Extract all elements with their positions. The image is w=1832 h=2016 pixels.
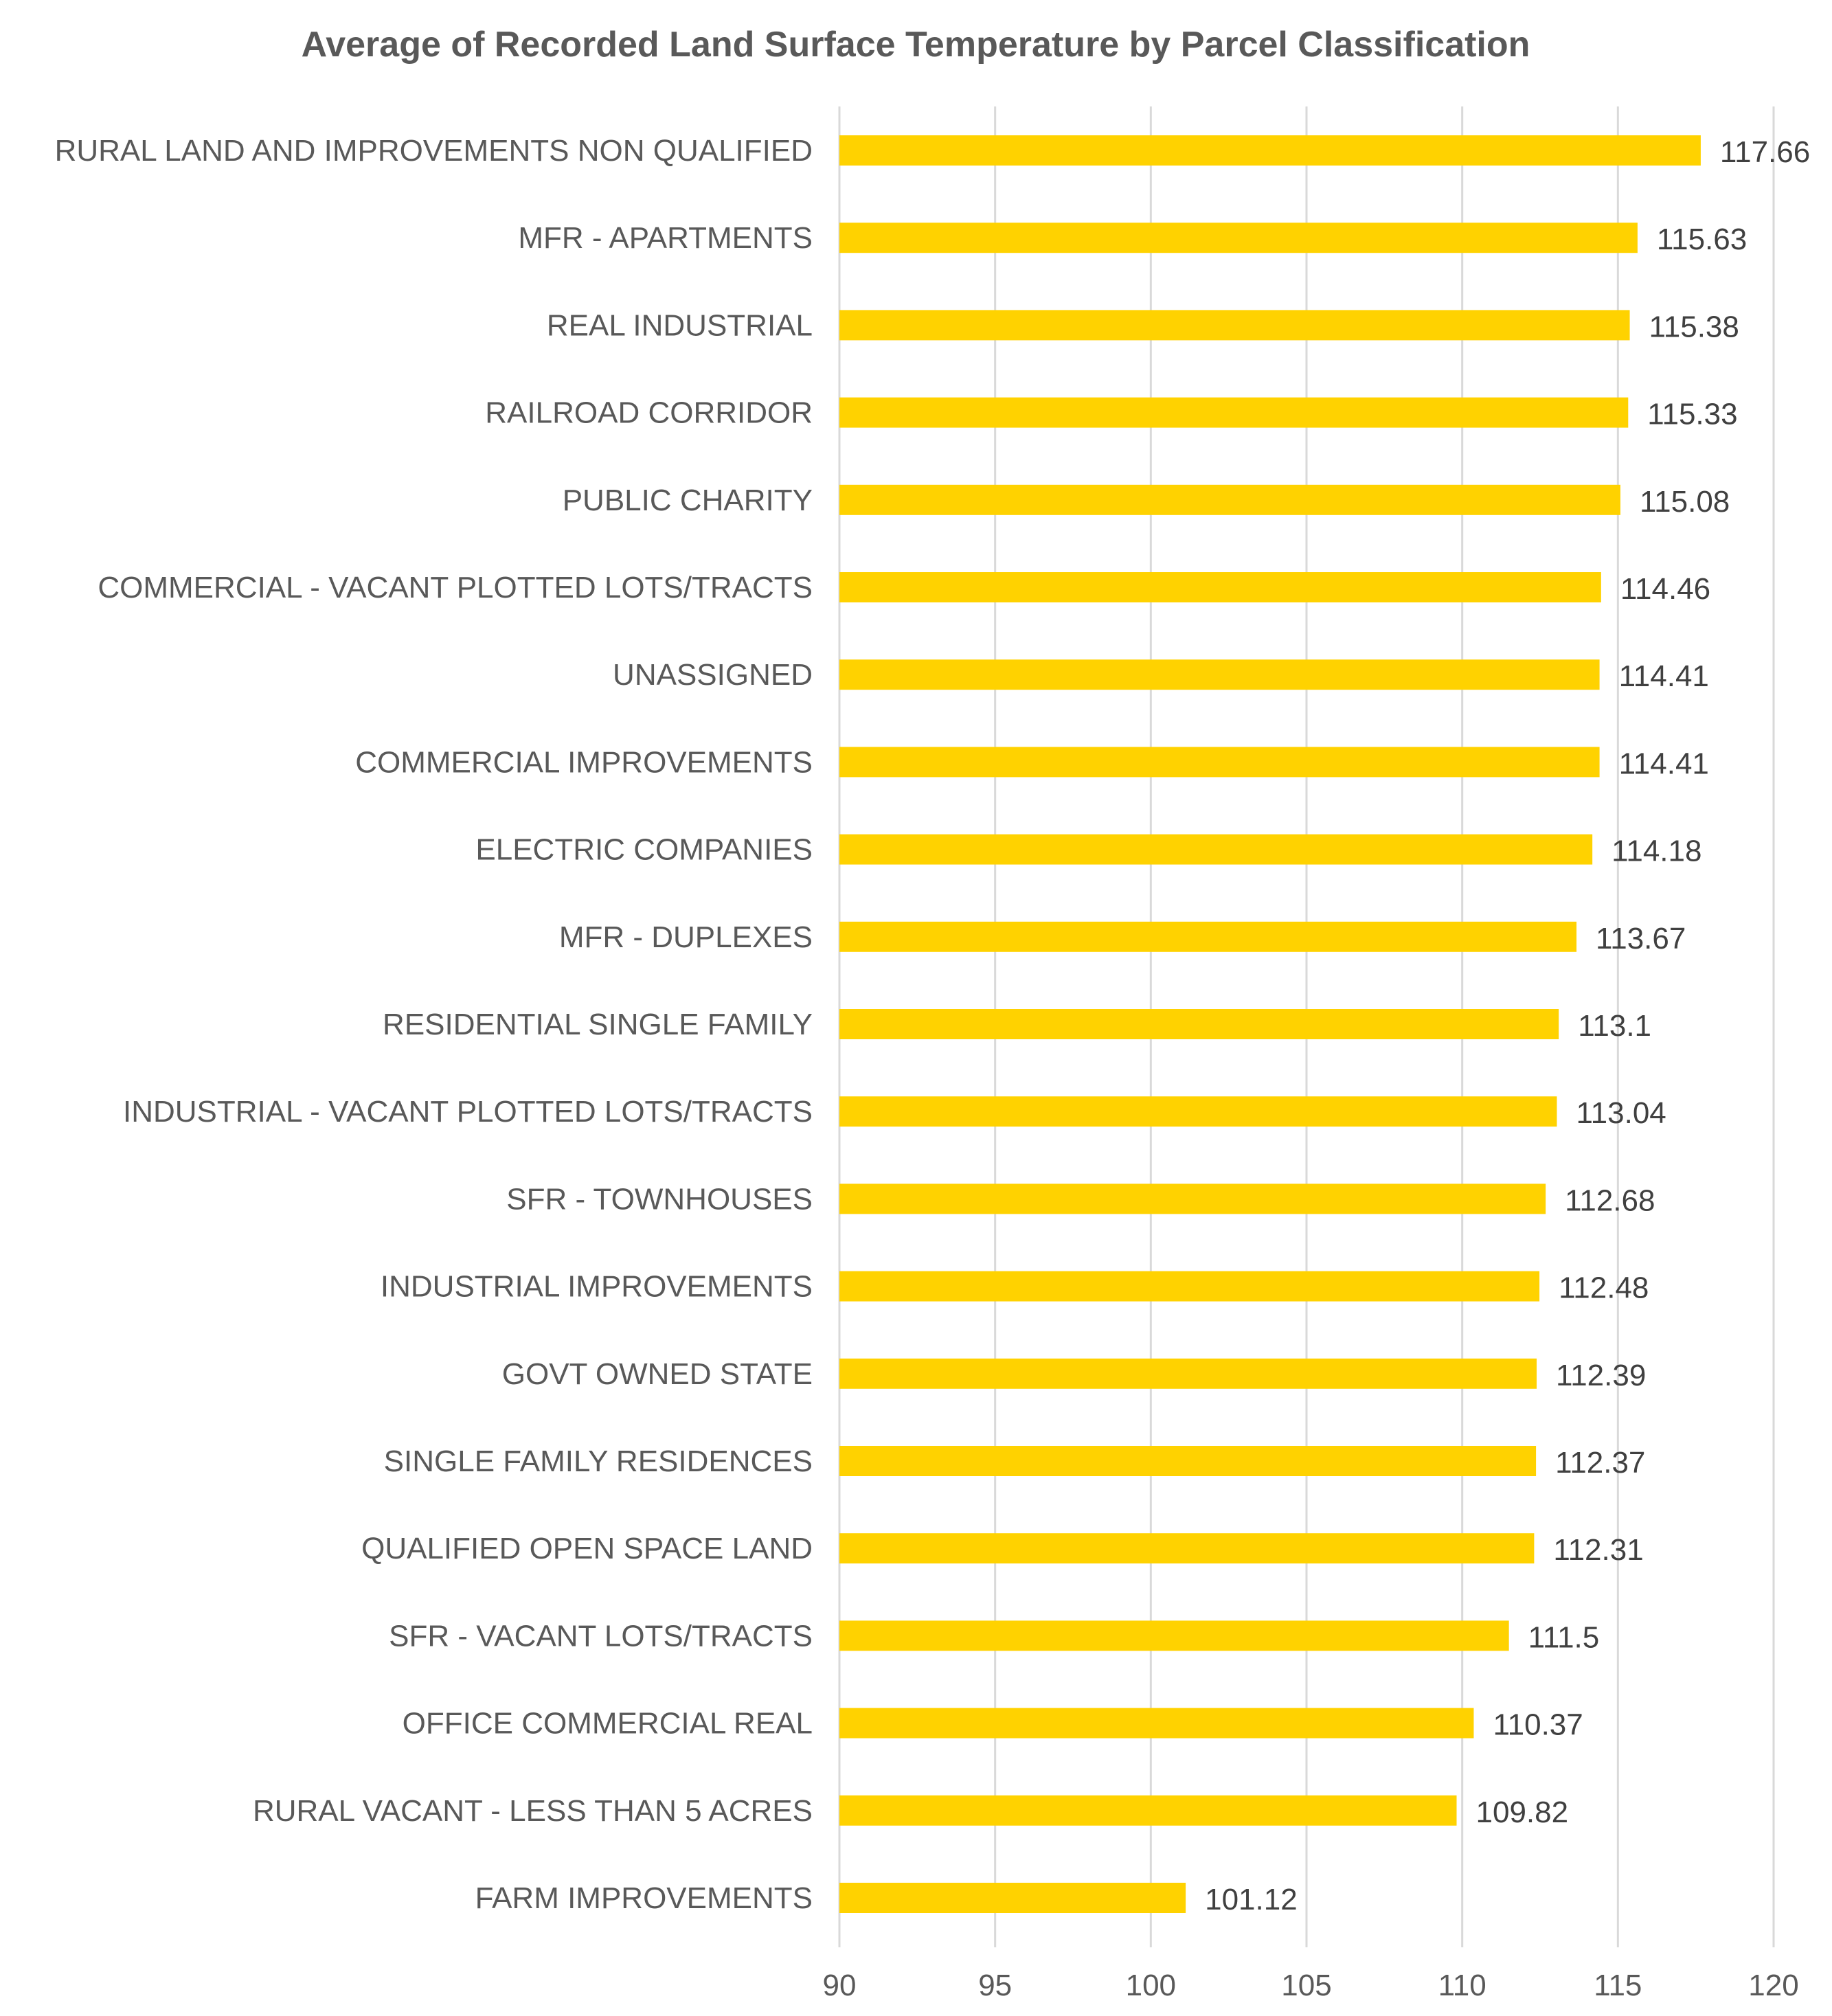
bar (839, 1358, 1537, 1389)
x-tick-label: 100 (1126, 1969, 1176, 2002)
bar (839, 1533, 1535, 1564)
data-label: 114.41 (1619, 747, 1709, 780)
category-label: RURAL LAND AND IMPROVEMENTS NON QUALIFIE… (55, 134, 813, 168)
bar (839, 135, 1701, 166)
data-label: 114.46 (1620, 572, 1710, 606)
category-label: QUALIFIED OPEN SPACE LAND (361, 1532, 813, 1565)
category-labels: RURAL LAND AND IMPROVEMENTS NON QUALIFIE… (55, 134, 813, 1915)
category-label: GOVT OWNED STATE (502, 1357, 813, 1391)
data-label: 109.82 (1476, 1796, 1569, 1829)
bar (839, 1620, 1509, 1651)
x-tick-label: 95 (978, 1969, 1012, 2002)
data-label: 115.33 (1647, 398, 1737, 431)
bar (839, 1009, 1559, 1039)
category-label: OFFICE COMMERCIAL REAL (403, 1707, 813, 1741)
category-label: MFR - APARTMENTS (518, 221, 813, 255)
bar (839, 223, 1638, 253)
bar (839, 1883, 1186, 1913)
value-labels: 117.66 115.63 115.38 115.33 115.08 114.46 114.… (1205, 135, 1810, 1916)
bar (839, 310, 1630, 341)
data-label: 101.12 (1205, 1883, 1298, 1916)
category-label: SFR - VACANT LOTS/TRACTS (389, 1619, 813, 1653)
bar (839, 484, 1620, 515)
bar (839, 1708, 1474, 1738)
bar (839, 1096, 1557, 1127)
data-label: 113.04 (1576, 1096, 1666, 1130)
category-label: RESIDENTIAL SINGLE FAMILY (383, 1008, 813, 1041)
data-label: 115.38 (1649, 310, 1739, 343)
category-label: SINGLE FAMILY RESIDENCES (384, 1445, 813, 1478)
category-label: MFR - DUPLEXES (559, 920, 813, 954)
bars (839, 135, 1701, 1913)
data-label: 110.37 (1493, 1708, 1583, 1742)
data-label: 113.1 (1578, 1009, 1651, 1043)
x-tick-label: 105 (1281, 1969, 1331, 2002)
bar (839, 1183, 1546, 1214)
x-tick-label: 120 (1748, 1969, 1798, 2002)
x-tick-label: 110 (1438, 1969, 1486, 2002)
data-label: 112.31 (1553, 1533, 1643, 1567)
chart-title: Average of Recorded Land Surface Tempera… (302, 25, 1530, 65)
data-label: 114.41 (1619, 659, 1709, 693)
x-tick-label: 115 (1594, 1969, 1642, 2002)
bar (839, 1795, 1457, 1826)
data-label: 115.08 (1640, 485, 1730, 519)
category-label: INDUSTRIAL - VACANT PLOTTED LOTS/TRACTS (123, 1095, 813, 1129)
category-label: UNASSIGNED (613, 658, 813, 692)
data-label: 115.63 (1657, 223, 1747, 256)
category-label: FARM IMPROVEMENTS (475, 1881, 813, 1915)
category-label: RAILROAD CORRIDOR (485, 396, 813, 430)
category-label: COMMERCIAL - VACANT PLOTTED LOTS/TRACTS (98, 571, 813, 604)
category-label: PUBLIC CHARITY (563, 484, 813, 517)
category-label: RURAL VACANT - LESS THAN 5 ACRES (253, 1794, 813, 1828)
bar (839, 659, 1600, 690)
data-label: 112.68 (1565, 1183, 1655, 1217)
category-label: COMMERCIAL IMPROVEMENTS (355, 745, 813, 779)
data-label: 111.5 (1528, 1620, 1600, 1654)
bar (839, 1271, 1540, 1302)
data-label: 117.66 (1720, 135, 1810, 169)
data-label: 112.39 (1556, 1359, 1646, 1392)
data-label: 114.18 (1612, 835, 1701, 868)
category-label: ELECTRIC COMPANIES (475, 833, 813, 867)
bar (839, 572, 1601, 602)
bar (839, 397, 1629, 428)
category-label: SFR - TOWNHOUSES (506, 1182, 813, 1216)
bar (839, 921, 1577, 952)
data-label: 112.37 (1555, 1446, 1645, 1480)
bar (839, 747, 1600, 778)
data-label: 113.67 (1596, 922, 1686, 955)
x-tick-label: 90 (823, 1969, 857, 2002)
bar (839, 834, 1593, 865)
category-label: INDUSTRIAL IMPROVEMENTS (381, 1270, 813, 1304)
category-label: REAL INDUSTRIAL (547, 308, 813, 342)
data-label: 112.48 (1559, 1271, 1649, 1305)
x-axis-ticks: 90 95 100 105 110 115 120 (823, 1969, 1799, 2002)
bar (839, 1446, 1537, 1476)
